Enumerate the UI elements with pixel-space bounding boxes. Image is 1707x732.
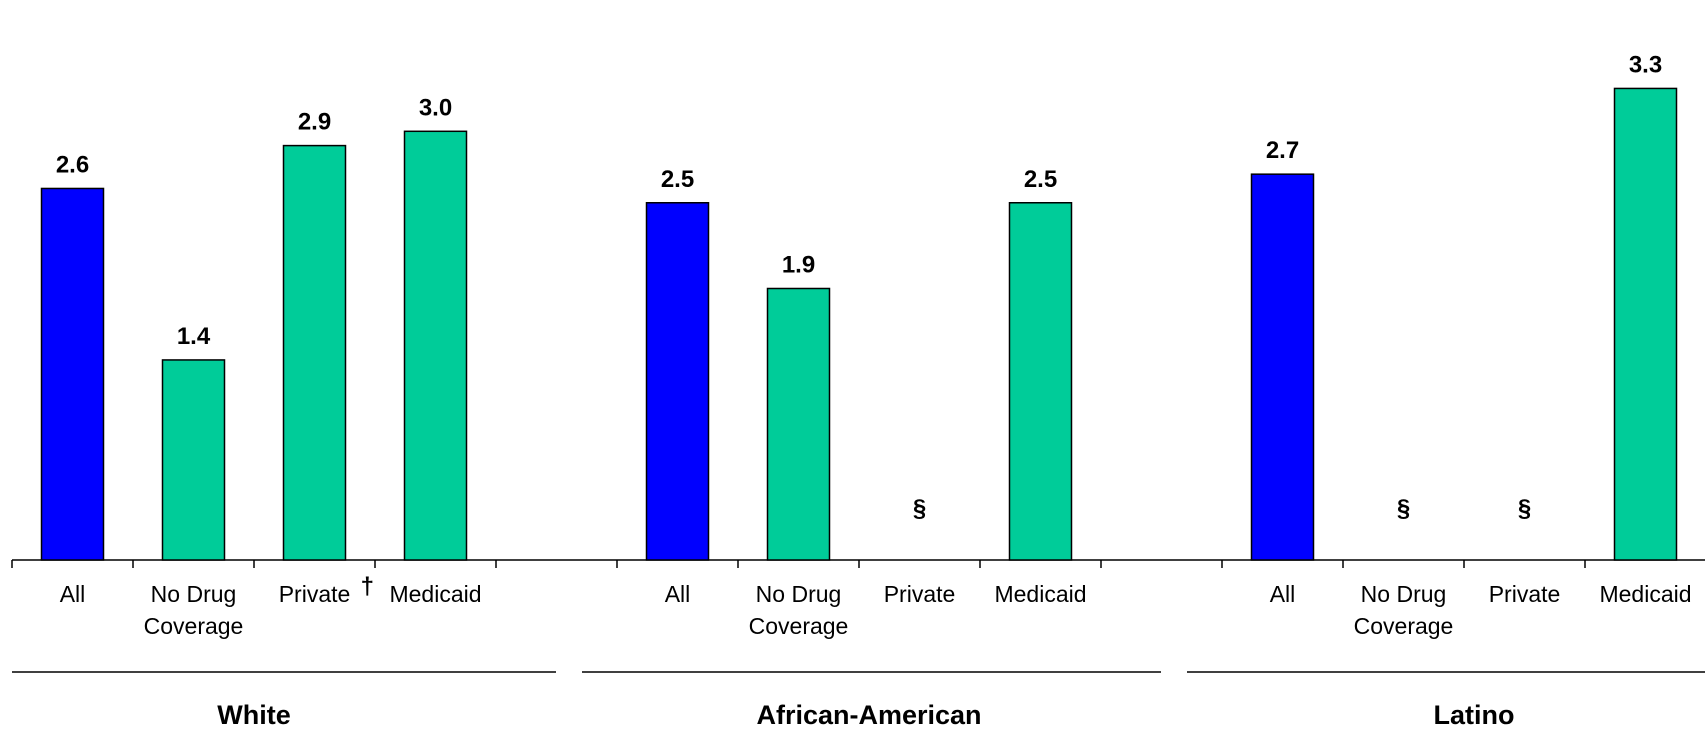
suppressed-marker: §: [1397, 495, 1410, 522]
category-label: Coverage: [749, 613, 849, 639]
category-label: Private: [279, 581, 351, 607]
category-label: Private: [1489, 581, 1561, 607]
bar: [403, 130, 468, 561]
group-label: White: [217, 700, 291, 730]
category-label: All: [665, 581, 691, 607]
bar: [40, 187, 105, 561]
data-label: 1.4: [177, 323, 211, 350]
data-label: 2.7: [1266, 137, 1299, 164]
data-label: 2.5: [1024, 166, 1057, 193]
category-label: Medicaid: [389, 581, 481, 607]
category-label: Medicaid: [994, 581, 1086, 607]
data-label: 3.3: [1629, 51, 1662, 78]
bar: [766, 287, 831, 561]
bar: [282, 144, 347, 561]
category-label: Medicaid: [1599, 581, 1691, 607]
suppressed-marker: §: [913, 495, 926, 522]
data-label: 2.9: [298, 109, 331, 136]
category-label: No Drug: [151, 581, 237, 607]
category-label: All: [60, 581, 86, 607]
data-label: 2.5: [661, 166, 694, 193]
data-label: 3.0: [419, 94, 452, 121]
category-label: No Drug: [756, 581, 842, 607]
category-label: No Drug: [1361, 581, 1447, 607]
category-label: Coverage: [1354, 613, 1454, 639]
group-label: Latino: [1434, 700, 1515, 730]
suppressed-marker: §: [1518, 495, 1531, 522]
bar: [161, 359, 226, 561]
bar: [645, 202, 710, 561]
category-label: All: [1270, 581, 1296, 607]
category-label: Coverage: [144, 613, 244, 639]
bar: [1613, 87, 1678, 561]
bar: [1008, 202, 1073, 561]
data-label: 1.9: [782, 251, 815, 278]
group-label: African-American: [756, 700, 981, 730]
footnote-dagger: †: [361, 573, 374, 600]
category-label: Private: [884, 581, 956, 607]
bar: [1250, 173, 1315, 561]
data-label: 2.6: [56, 151, 89, 178]
